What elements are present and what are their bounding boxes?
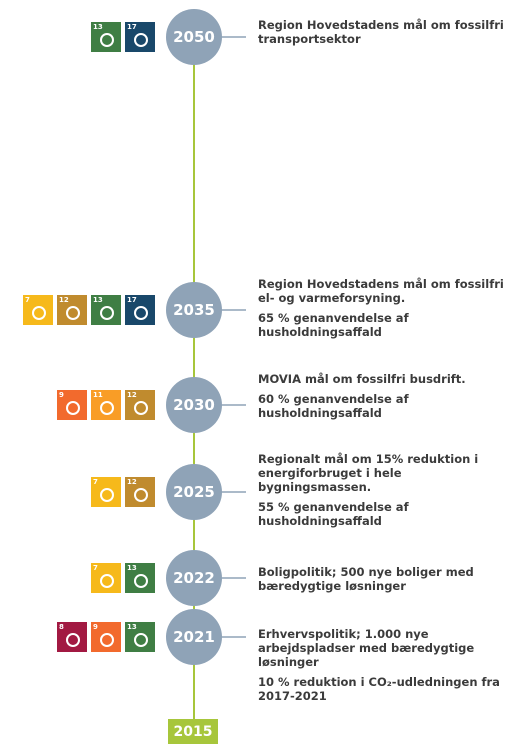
sdg-number: 13 [93,23,103,31]
sdg-symbol [100,401,114,415]
sdg-icon: 11 [91,390,121,420]
sdg-number: 7 [25,296,30,304]
event-text: Region Hovedstadens mål om fossilfri el-… [258,277,514,345]
sdg-icon: 17 [125,295,155,325]
event-text: Erhvervspolitik; 1.000 nye arbejdspladse… [258,627,514,709]
sdg-number: 13 [127,564,137,572]
sdg-symbol [100,574,114,588]
sdg-number: 12 [59,296,69,304]
event-text: Boligpolitik; 500 nye boliger med bæredy… [258,565,514,599]
sdg-symbol [32,306,46,320]
sdg-symbol [66,633,80,647]
sdg-icon: 13 [125,622,155,652]
sdg-icon: 7 [23,295,53,325]
sdg-number: 13 [127,623,137,631]
event-line: 65 % genanvendelse af husholdningsaffald [258,311,409,339]
sdg-icon: 17 [125,22,155,52]
sdg-number: 12 [127,391,137,399]
event-line: Regionalt mål om 15% reduktion i energif… [258,452,479,494]
sdg-icon: 12 [57,295,87,325]
year-circle: 2035 [166,282,222,338]
sdg-icon: 13 [91,22,121,52]
start-year: 2015 [168,719,218,744]
sdg-icon: 7 [91,477,121,507]
sdg-symbol [66,306,80,320]
event-line: 10 % reduktion i CO₂-udledningen fra 201… [258,675,500,703]
year-circle: 2025 [166,464,222,520]
sdg-symbol [134,306,148,320]
sdg-symbol [100,633,114,647]
sdg-number: 13 [93,296,103,304]
event-line: 60 % genanvendelse af husholdningsaffald [258,392,409,420]
sdg-symbol [100,488,114,502]
event-line: Region Hovedstadens mål om fossilfri tra… [258,18,504,46]
sdg-number: 9 [93,623,98,631]
year-circle: 2050 [166,9,222,65]
event-line: Region Hovedstadens mål om fossilfri el-… [258,277,504,305]
sdg-icon: 13 [91,295,121,325]
sdg-symbol [134,574,148,588]
sdg-number: 17 [127,296,137,304]
sdg-symbol [134,401,148,415]
event-line: MOVIA mål om fossilfri busdrift. [258,372,466,386]
sdg-symbol [66,401,80,415]
sdg-icon: 12 [125,477,155,507]
sdg-icon: 9 [91,622,121,652]
sdg-number: 8 [59,623,64,631]
event-text: MOVIA mål om fossilfri busdrift. 60 % gen… [258,372,514,426]
sdg-symbol [134,633,148,647]
event-line: Erhvervspolitik; 1.000 nye arbejdspladse… [258,627,475,669]
sdg-number: 12 [127,478,137,486]
event-text: Regionalt mål om 15% reduktion i energif… [258,452,514,534]
sdg-number: 9 [59,391,64,399]
sdg-icon: 8 [57,622,87,652]
sdg-icon: 13 [125,563,155,593]
sdg-symbol [134,488,148,502]
sdg-number: 7 [93,478,98,486]
sdg-number: 7 [93,564,98,572]
year-circle: 2030 [166,377,222,433]
sdg-icon: 9 [57,390,87,420]
sdg-symbol [134,33,148,47]
sdg-icon: 12 [125,390,155,420]
sdg-symbol [100,33,114,47]
sdg-number: 17 [127,23,137,31]
year-circle: 2021 [166,609,222,665]
event-text: Region Hovedstadens mål om fossilfri tra… [258,18,514,52]
sdg-icon: 7 [91,563,121,593]
year-circle: 2022 [166,550,222,606]
sdg-number: 11 [93,391,103,399]
sdg-symbol [100,306,114,320]
event-line: Boligpolitik; 500 nye boliger med bæredy… [258,565,474,593]
event-line: 55 % genanvendelse af husholdningsaffald [258,500,409,528]
